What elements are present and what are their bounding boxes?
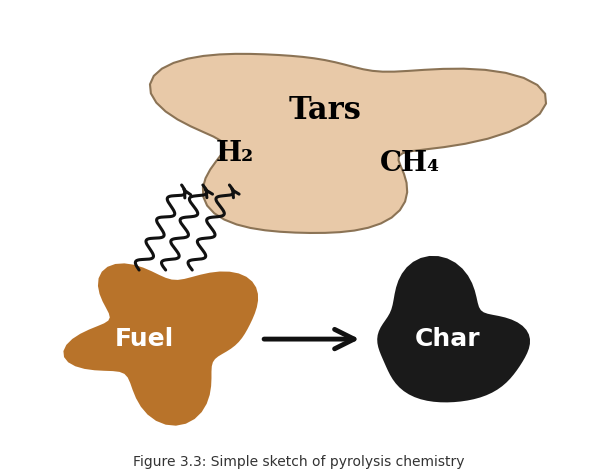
Text: CH₄: CH₄ (380, 150, 440, 177)
Text: H₂: H₂ (216, 140, 254, 167)
Text: Char: Char (414, 327, 480, 351)
PathPatch shape (63, 264, 258, 426)
Text: Figure 3.3: Simple sketch of pyrolysis chemistry: Figure 3.3: Simple sketch of pyrolysis c… (133, 455, 464, 469)
Text: Fuel: Fuel (115, 327, 174, 351)
Text: Tars: Tars (288, 95, 362, 126)
PathPatch shape (150, 54, 546, 233)
PathPatch shape (377, 256, 530, 402)
